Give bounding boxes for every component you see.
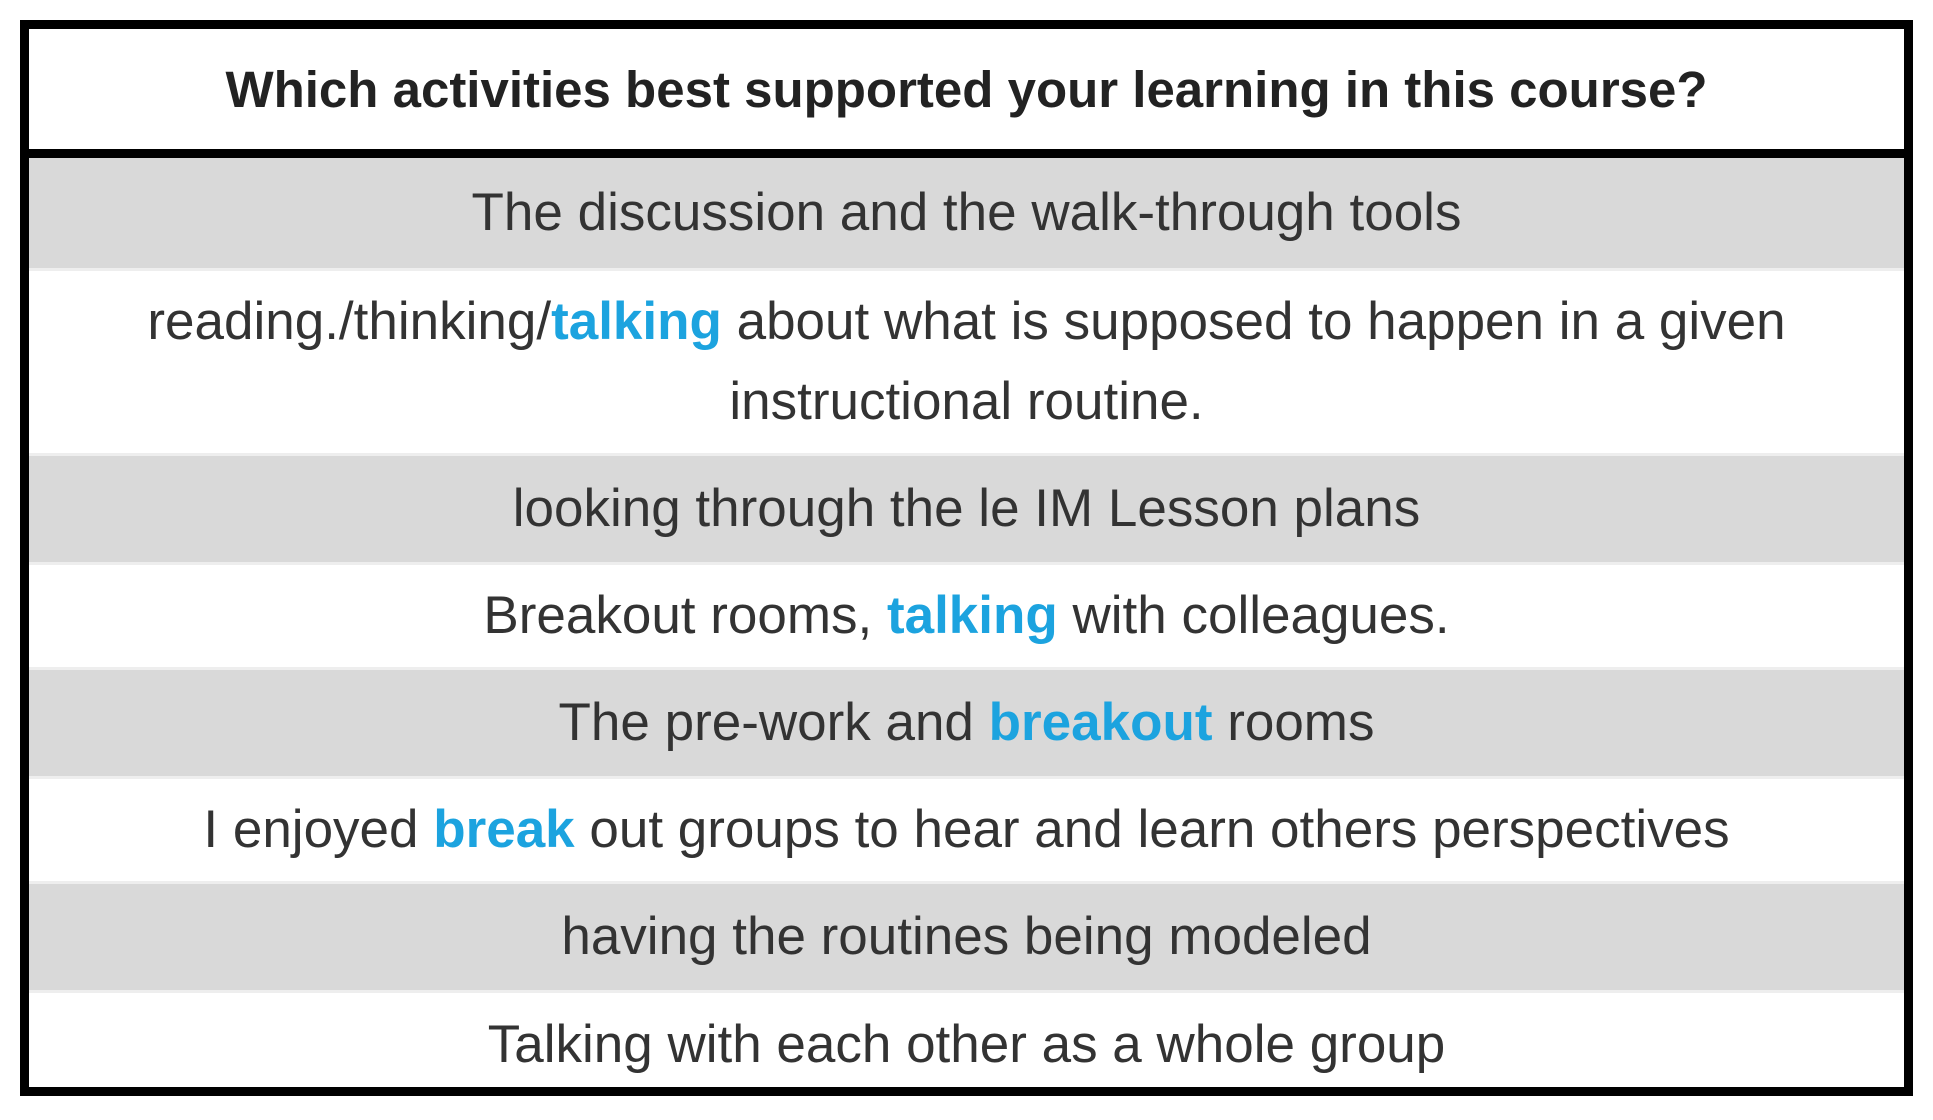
response-segment: The pre-work and — [558, 693, 989, 752]
response-segment: having the routines being modeled — [561, 907, 1372, 966]
response-row: Talking with each other as a whole group — [29, 990, 1904, 1096]
response-text: I enjoyed break out groups to hear and l… — [189, 790, 1743, 870]
response-row: The pre-work and breakout rooms — [29, 667, 1904, 776]
response-row: The discussion and the walk-through tool… — [29, 158, 1904, 268]
response-text: Breakout rooms, talking with colleagues. — [469, 576, 1463, 656]
response-segment: rooms — [1212, 693, 1375, 752]
response-table: Which activities best supported your lea… — [20, 20, 1913, 1096]
response-list: The discussion and the walk-through tool… — [29, 158, 1904, 1096]
response-segment: Breakout rooms, — [483, 586, 887, 645]
response-segment: reading./thinking/ — [147, 292, 552, 351]
response-text: looking through the le IM Lesson plans — [499, 469, 1434, 549]
question-title: Which activities best supported your lea… — [29, 29, 1904, 158]
response-text: The discussion and the walk-through tool… — [458, 173, 1476, 253]
highlighted-keyword: talking — [886, 586, 1058, 645]
response-segment: about what is supposed to happen in a gi… — [721, 292, 1786, 431]
response-segment: with colleagues. — [1057, 586, 1450, 645]
response-segment: Talking with each other as a whole group — [487, 1014, 1446, 1074]
highlighted-keyword: talking — [551, 292, 722, 351]
response-text: having the routines being modeled — [547, 897, 1385, 977]
response-segment: out groups to hear and learn others pers… — [574, 800, 1730, 859]
highlighted-keyword: breakout — [988, 693, 1213, 752]
response-segment: The discussion and the walk-through tool… — [471, 183, 1462, 242]
response-text: Talking with each other as a whole group — [474, 1005, 1460, 1085]
response-row: Breakout rooms, talking with colleagues. — [29, 562, 1904, 667]
response-text: reading./thinking/talking about what is … — [29, 282, 1904, 442]
response-row: having the routines being modeled — [29, 881, 1904, 990]
response-segment: looking through the le IM Lesson plans — [512, 479, 1421, 538]
response-row: reading./thinking/talking about what is … — [29, 268, 1904, 453]
response-text: The pre-work and breakout rooms — [545, 683, 1389, 763]
response-row: looking through the le IM Lesson plans — [29, 453, 1904, 562]
highlighted-keyword: break — [433, 800, 575, 859]
response-row: I enjoyed break out groups to hear and l… — [29, 776, 1904, 881]
response-segment: I enjoyed — [203, 800, 434, 859]
